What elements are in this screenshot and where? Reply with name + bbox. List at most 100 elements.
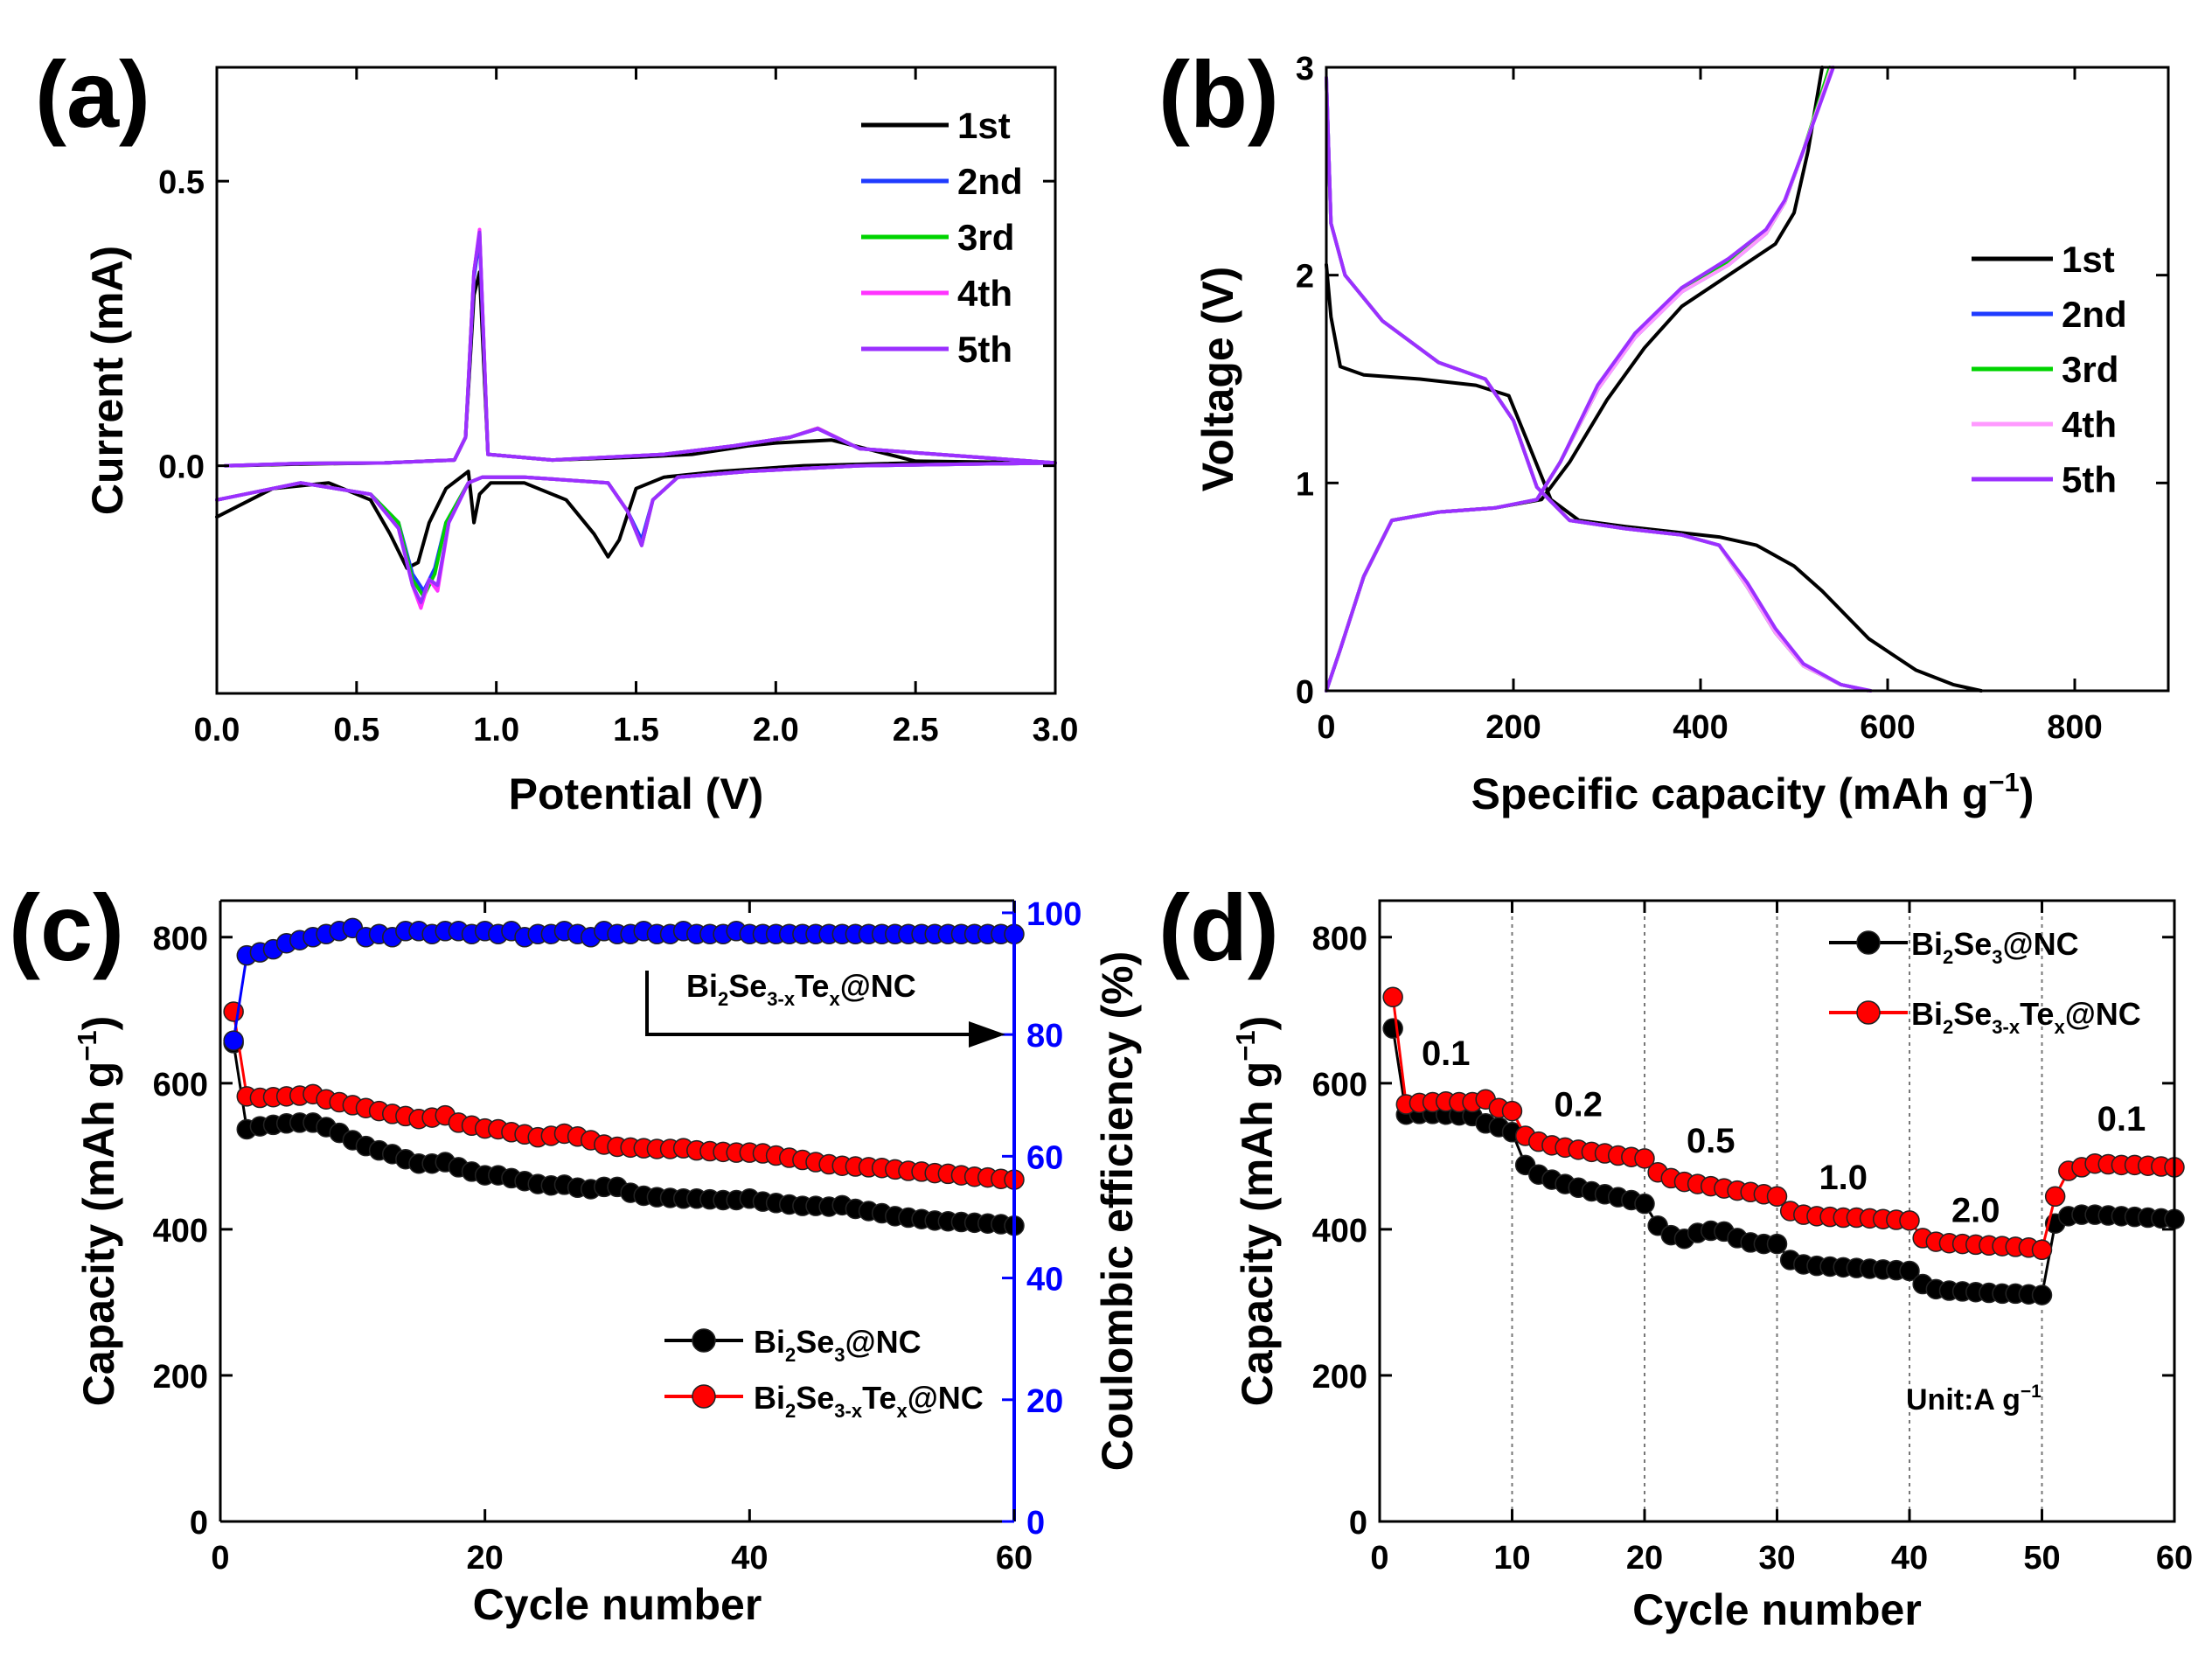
unit-label: Unit:A g−1 (1906, 1382, 2042, 1417)
formula-part: Se (1953, 996, 1992, 1032)
legend-marker (692, 1384, 716, 1409)
x-tick-label: 40 (1891, 1540, 1928, 1577)
legend-label: Bi2Se3-xTex@NC (754, 1380, 984, 1422)
formula-part: Bi (1911, 996, 1943, 1032)
data-point (1634, 1193, 1655, 1215)
formula-part: Se (1953, 926, 1992, 962)
x-tick-label: 20 (1626, 1540, 1663, 1577)
legend-marker (1856, 1000, 1881, 1025)
annotation-arrow-line (645, 971, 970, 1036)
y2-tick-label: 20 (1026, 1383, 1063, 1420)
data-point (2044, 1186, 2066, 1208)
data-point (1382, 986, 1403, 1008)
legend-label: 2nd (957, 161, 1023, 202)
data-point (1766, 1233, 1788, 1255)
data-point (1382, 1018, 1403, 1039)
legend-label: Bi2Se3@NC (1911, 926, 2079, 968)
x-tick-label: 600 (1860, 709, 1915, 746)
formula-part: @NC (2003, 926, 2079, 962)
x-tick-label: 10 (1493, 1540, 1530, 1577)
legend-label: 3rd (2062, 349, 2118, 390)
legend-label: 4th (957, 273, 1012, 314)
panel-a: 0.0 0.5 1.0 1.5 2.0 2.5 3.00.00.5(a)Potential … (35, 41, 1078, 818)
label-sup: −1 (1988, 767, 2019, 797)
chart-layer: 0.0 0.5 1.0 1.5 2.0 2.5 3.00.00.5(a)Potential … (9, 41, 2193, 1634)
y-tick-label: 0 (1349, 1505, 1367, 1542)
legend-label: Bi2Se3@NC (754, 1324, 922, 1366)
y-tick-label: 3 (1296, 51, 1314, 87)
label-sup: −1 (72, 1030, 102, 1061)
x-axis-label: Potential (V) (509, 769, 764, 818)
x-tick-label: 0 (211, 1540, 229, 1577)
formula-part: Bi (1911, 926, 1943, 962)
formula-sub: 2 (1943, 1016, 1953, 1038)
y-tick-label: 400 (153, 1213, 208, 1250)
y-tick-label: 0 (1296, 674, 1314, 711)
formula-part: Bi (686, 968, 718, 1004)
data-point (223, 1030, 244, 1051)
formula-sub: x (896, 1400, 908, 1422)
formula-sub: x (2054, 1016, 2065, 1038)
panel-label-c: (c) (9, 874, 124, 980)
y-tick-label: 800 (153, 921, 208, 957)
label-part: Capacity (mAh g (74, 1062, 123, 1407)
y-tick-label: 0 (190, 1505, 208, 1542)
x-tick-label: 50 (2023, 1540, 2060, 1577)
formula-part: Te (795, 968, 829, 1004)
y2-tick-label: 40 (1026, 1262, 1063, 1298)
formula-sub: 3 (1992, 946, 2002, 968)
x-tick-label: 0 (1370, 1540, 1388, 1577)
label-part: Specific capacity (mAh g (1471, 769, 1989, 818)
annotation-arrow-head (969, 1021, 1005, 1048)
panel-b: 0 200 400 600 800 0 1 2 3 (b) Specific capacity (m… (1158, 41, 2170, 818)
legend-label: 4th (2062, 404, 2117, 445)
y-tick-label: 0.5 (158, 164, 205, 201)
y-tick-label: 2 (1296, 259, 1314, 296)
charge-curve-5th (1325, 66, 1835, 693)
label-part: ) (1233, 1016, 1282, 1031)
formula-sub: 2 (785, 1400, 796, 1422)
plot-frame (1325, 66, 2170, 693)
x-tick-label: 20 (467, 1540, 504, 1577)
formula-part: Se (796, 1380, 834, 1416)
rate-label: 0.5 (1687, 1122, 1736, 1160)
formula-part: Te (862, 1380, 896, 1416)
x-axis-label: Cycle number (473, 1580, 762, 1629)
formula-sub: 2 (718, 988, 728, 1010)
x-tick-label: 800 (2047, 709, 2102, 746)
y-tick-label: 800 (1312, 921, 1367, 957)
y-tick-label: 200 (1312, 1359, 1367, 1396)
cv-curve-5th (215, 230, 1057, 604)
label-part: ) (2020, 769, 2035, 818)
formula-sub: x (829, 988, 840, 1010)
formula-part: Te (2020, 996, 2054, 1032)
y2-tick-label: 60 (1026, 1139, 1063, 1176)
y-tick-label: 0.0 (158, 449, 205, 486)
x-tick-label: 60 (2156, 1540, 2193, 1577)
formula-part: @NC (2065, 996, 2141, 1032)
legend-label: 5th (2062, 459, 2117, 500)
x-tick-label: 1.0 (473, 712, 519, 748)
x-tick-label: 3.0 (1033, 712, 1079, 748)
legend-label: 5th (957, 329, 1012, 370)
label-sup: −1 (2021, 1382, 2042, 1402)
y2-tick-label: 80 (1026, 1018, 1063, 1055)
x-tick-label: 0.5 (333, 712, 379, 748)
panel-c: 0 20 40 600200400600800020406080100(c)Cycle… (9, 874, 1142, 1629)
label-part: Capacity (mAh g (1233, 1062, 1282, 1407)
y2-axis-label: Coulombic efficiency (%) (1093, 951, 1142, 1472)
formula-part: Bi (754, 1380, 785, 1416)
x-tick-label: 40 (731, 1540, 768, 1577)
x-tick-label: 2.0 (753, 712, 799, 748)
x-tick-label: 0 (1317, 709, 1335, 746)
y-tick-label: 600 (1312, 1067, 1367, 1104)
formula-sub: 2 (1943, 946, 1953, 968)
x-tick-label: 200 (1485, 709, 1541, 746)
rate-label: 2.0 (1951, 1192, 2000, 1230)
x-tick-label: 400 (1673, 709, 1728, 746)
formula-sub: 3 (834, 1344, 845, 1366)
y2-tick-label: 100 (1026, 896, 1082, 933)
legend-label: 2nd (2062, 294, 2127, 335)
y-axis-label: Capacity (mAh g−1) (1230, 1016, 1282, 1407)
formula-sub: 3-x (1992, 1016, 2021, 1038)
